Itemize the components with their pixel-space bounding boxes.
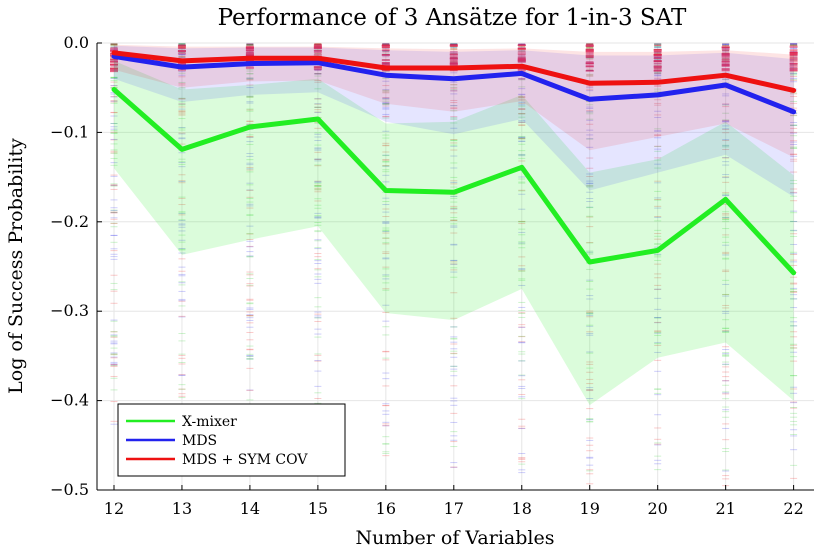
x-tick-label: 22 [783,499,803,518]
x-tick-label: 14 [240,499,260,518]
legend-items: X-mixer MDS MDS + SYM COV [126,414,308,468]
y-tick-label: −0.4 [50,391,89,410]
series-line-0 [111,87,797,276]
y-tick-label: −0.1 [50,122,89,141]
y-tick-label: −0.5 [50,480,89,499]
chart-title: Performance of 3 Ansätze for 1-in-3 SAT [218,5,687,31]
y-tick-label: −0.2 [50,212,89,231]
grid-layer [97,42,814,491]
y-tick-label: 0.0 [64,33,89,52]
x-tick-label: 12 [104,499,124,518]
x-tick-label: 18 [512,499,532,518]
legend-label-2: MDS + SYM COV [182,452,308,468]
x-tick-label: 16 [376,499,396,518]
legend-label-1: MDS [182,433,217,449]
band-0 [114,60,794,406]
legend-label-0: X-mixer [182,414,237,430]
axis-layer: −0.5 −0.4 −0.3 −0.2 −0.1 0.0 12 13 14 15 16 17 18 19 2… [50,33,814,518]
series-line-1 [111,53,797,115]
legend: X-mixer MDS MDS + SYM COV [117,403,346,477]
y-tick-label: −0.3 [50,301,89,320]
band-2 [114,44,794,158]
y-axis-label: Log of Success Probability [5,138,27,394]
x-tick-label: 15 [308,499,328,518]
x-tick-label: 21 [715,499,735,518]
x-tick-label: 17 [444,499,464,518]
x-tick-label: 19 [580,499,600,518]
x-tick-label: 20 [648,499,668,518]
series-line-2 [111,50,797,93]
line-layer [111,50,797,276]
x-tick-label: 13 [172,499,192,518]
x-axis-label: Number of Variables [356,527,555,549]
